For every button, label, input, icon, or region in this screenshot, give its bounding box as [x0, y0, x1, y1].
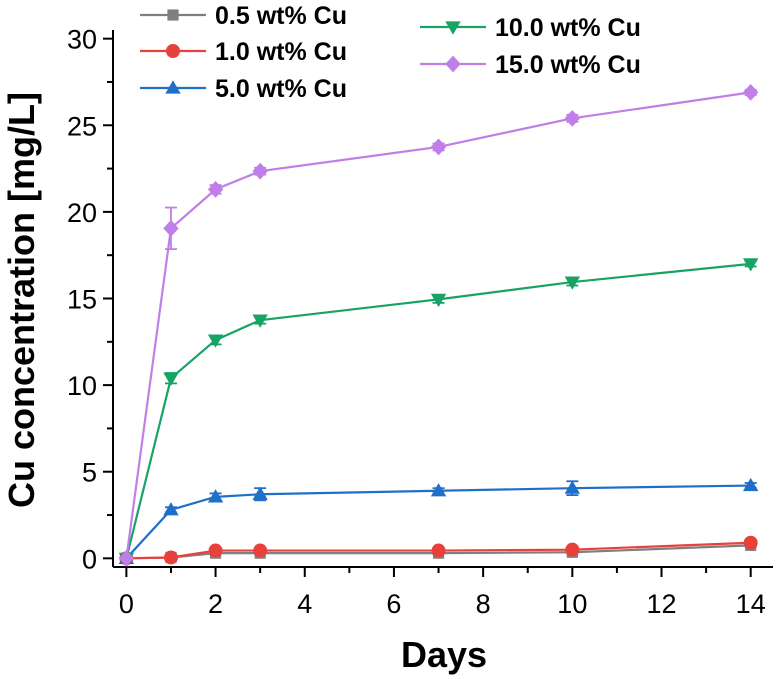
- data-point: [163, 372, 179, 386]
- series-1: [119, 535, 758, 566]
- legend-marker: [167, 9, 179, 21]
- data-point: [118, 549, 135, 567]
- legend-marker: [445, 21, 461, 35]
- y-tick-label: 0: [82, 544, 97, 574]
- legend-item-4: 15.0 wt% Cu: [420, 51, 641, 79]
- data-point: [253, 543, 268, 558]
- x-tick-label: 6: [386, 589, 401, 619]
- data-point: [743, 258, 759, 272]
- axes: 0 2 4 6 8 10 12 14 0 5 10 15 20 25 30: [67, 25, 773, 619]
- data-point: [564, 276, 581, 290]
- x-tick-label: 14: [736, 589, 766, 619]
- y-tick-label: 25: [67, 111, 97, 141]
- data-point: [252, 162, 268, 180]
- data-point: [743, 477, 759, 492]
- data-point: [430, 483, 447, 497]
- series-layer: [118, 83, 759, 567]
- x-tick-label: 10: [557, 589, 587, 619]
- x-axis-title: Days: [401, 634, 487, 675]
- series-2: [118, 477, 759, 564]
- y-axis-title: Cu concentration [mg/L]: [1, 92, 42, 508]
- series-3: [118, 258, 759, 567]
- legend-label: 0.5 wt% Cu: [215, 2, 347, 30]
- data-point: [430, 138, 447, 156]
- data-point: [208, 543, 223, 558]
- legend-label: 10.0 wt% Cu: [495, 14, 641, 42]
- data-point: [252, 486, 268, 500]
- y-tick-label: 30: [67, 25, 97, 55]
- series-4: [118, 83, 759, 567]
- legend-item-0: 0.5 wt% Cu: [140, 2, 347, 30]
- y-tick-label: 10: [67, 371, 97, 401]
- legend-item-2: 5.0 wt% Cu: [140, 75, 347, 103]
- y-tick-label: 5: [82, 458, 97, 488]
- legend-marker: [445, 55, 461, 73]
- data-point: [207, 489, 224, 503]
- data-point: [430, 293, 447, 308]
- data-point: [743, 535, 758, 550]
- x-tick-label: 2: [208, 589, 223, 619]
- legend-marker: [166, 44, 180, 58]
- legend-item-1: 1.0 wt% Cu: [140, 38, 347, 66]
- data-point: [163, 550, 178, 565]
- y-tick-label: 20: [67, 198, 97, 228]
- legend: 0.5 wt% Cu 1.0 wt% Cu 5.0 wt% Cu 10.0 wt% C…: [140, 2, 641, 103]
- data-point: [163, 219, 179, 237]
- data-point: [207, 180, 224, 198]
- legend-label: 15.0 wt% Cu: [495, 51, 641, 79]
- x-tick-label: 12: [646, 589, 676, 619]
- data-point: [431, 543, 446, 558]
- data-point: [207, 334, 224, 348]
- data-point: [565, 542, 580, 557]
- data-point: [252, 314, 268, 328]
- legend-item-3: 10.0 wt% Cu: [420, 14, 641, 42]
- x-tick-label: 8: [476, 589, 491, 619]
- legend-label: 1.0 wt% Cu: [215, 38, 347, 66]
- x-tick-label: 0: [119, 589, 134, 619]
- data-point: [163, 502, 179, 516]
- data-point: [564, 480, 581, 494]
- legend-marker: [165, 80, 181, 94]
- data-point: [564, 109, 581, 127]
- series-line: [125, 262, 751, 559]
- legend-label: 5.0 wt% Cu: [215, 75, 347, 103]
- data-point: [743, 83, 759, 101]
- x-tick-label: 4: [297, 589, 312, 619]
- y-tick-label: 15: [67, 285, 97, 315]
